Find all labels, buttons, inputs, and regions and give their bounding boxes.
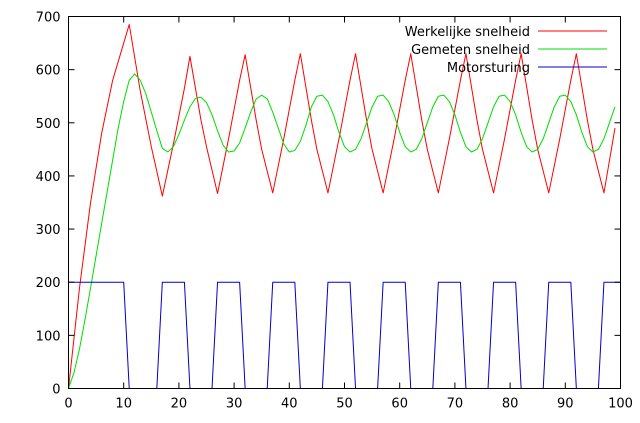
- series-line-2: [68, 73, 616, 389]
- series-layer: [68, 23, 621, 389]
- x-tick-label: 100: [608, 397, 633, 412]
- legend-label: Motorsturing: [447, 61, 530, 76]
- y-tick-label: 200: [36, 276, 61, 291]
- axis-ticks: 0 10 20 30 40 50 60 70 80 90 100 0 100 200 300 400 500 60…: [36, 11, 633, 412]
- x-tick-label: 10: [115, 397, 132, 412]
- legend-label: Werkelijke snelheid: [405, 25, 530, 40]
- y-tick-label: 300: [36, 223, 61, 238]
- x-tick-label: 40: [281, 397, 298, 412]
- x-tick-label: 30: [226, 397, 243, 412]
- y-tick-label: 600: [36, 64, 61, 79]
- y-tick-label: 500: [36, 117, 61, 132]
- x-tick-label: 80: [502, 397, 519, 412]
- y-tick-label: 0: [52, 383, 60, 398]
- x-tick-label: 0: [64, 397, 72, 412]
- legend-label: Gemeten snelheid: [411, 43, 530, 58]
- y-tick-label: 700: [36, 11, 61, 26]
- x-tick-label: 90: [557, 397, 574, 412]
- plot-frame: [68, 16, 621, 389]
- series-line-1: [68, 23, 616, 389]
- y-tick-label: 100: [36, 329, 61, 344]
- y-tick-label: 400: [36, 170, 61, 185]
- x-tick-label: 20: [171, 397, 188, 412]
- legend: Werkelijke snelheid Gemeten snelheid Motor…: [405, 25, 607, 76]
- x-tick-label: 50: [336, 397, 353, 412]
- x-tick-label: 70: [447, 397, 464, 412]
- series-line-3: [68, 281, 621, 389]
- x-tick-label: 60: [391, 397, 408, 412]
